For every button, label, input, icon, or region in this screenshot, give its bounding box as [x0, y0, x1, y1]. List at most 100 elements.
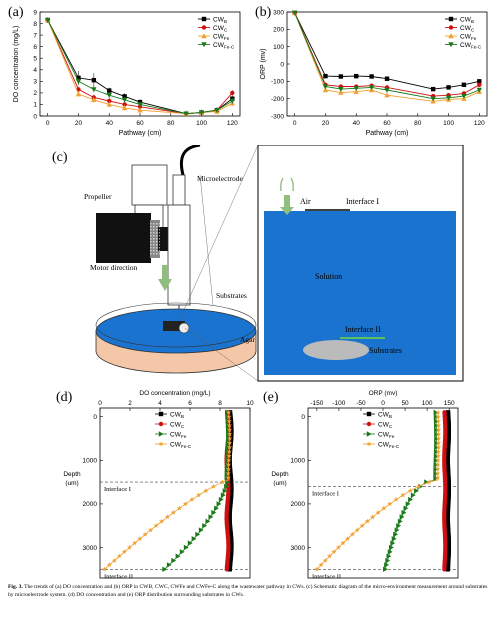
data-point-CWFe: [224, 483, 229, 490]
data-point-CWFe: [433, 414, 439, 420]
data-point-CWB: [461, 82, 467, 87]
data-point-CWFe-C: [435, 444, 442, 450]
data-point-CWFe-C: [121, 549, 127, 555]
schematic-diagram-c: Propeller Microelectrode Motor direction…: [84, 145, 464, 382]
legend-marker-CWC: [366, 421, 372, 427]
data-point-CWFe-C: [416, 483, 422, 489]
data-point-CWFe-C: [226, 457, 232, 463]
y-tick-label: -300: [271, 113, 284, 120]
data-point-CWFe: [434, 422, 439, 429]
data-point-CWFe: [433, 470, 439, 477]
data-point-CWFe-C: [132, 540, 138, 546]
data-point-CWFe: [121, 105, 128, 111]
data-point-CWFe: [433, 453, 439, 459]
series-line-CWFe-C: [294, 12, 480, 100]
legend-label-CWFe: CWFe: [460, 33, 477, 41]
data-point-CWFe-C: [349, 531, 355, 537]
y-tick-label: -200: [271, 96, 284, 103]
x-axis-label: DO concentration (mg/L): [139, 390, 210, 397]
y-tick-label: 9: [33, 9, 37, 16]
data-point-CWFe-C: [147, 527, 154, 533]
y-axis-label: DO concentration (mg/L): [13, 26, 20, 103]
legend-marker-CWFe: [448, 33, 454, 39]
data-point-CWFe: [433, 448, 439, 455]
data-point-CWB: [107, 88, 112, 93]
label-microelectrode: Microelectrode: [197, 174, 243, 183]
data-point-CWFe: [218, 496, 224, 503]
legend-label-CWC: CWC: [213, 25, 228, 33]
data-point-CWFe-C: [226, 461, 232, 467]
data-point-CWFe: [385, 557, 391, 564]
data-point-CWFe-C: [203, 488, 209, 494]
x-tick-label: -50: [356, 400, 366, 407]
x-tick-label: 8: [218, 400, 222, 407]
legend-marker-CWFe: [158, 431, 164, 437]
data-point-CWFe-C: [44, 17, 51, 23]
data-point-CWFe-C: [121, 97, 128, 103]
data-point-CWFe-C: [407, 488, 413, 494]
data-point-CWFe-C: [435, 474, 441, 480]
data-point-CWFe-C: [226, 444, 233, 450]
data-point-CWFe: [405, 501, 411, 507]
series-line-CWC: [294, 12, 480, 97]
data-point-CWFe-C: [435, 461, 441, 467]
data-point-CWFe: [216, 501, 222, 507]
data-point-CWFe-C: [137, 102, 143, 108]
data-point-CWFe: [394, 527, 400, 533]
data-point-CWFe: [171, 557, 177, 564]
y-tick-label: 100: [273, 44, 284, 51]
data-point-CWFe: [410, 492, 416, 498]
legend-marker-CWB: [201, 16, 207, 22]
legend-marker-CWFe-C: [201, 42, 207, 48]
x-tick-label: 20: [322, 120, 330, 127]
legend-marker-CWFe-C: [158, 441, 164, 447]
data-point-CWFe: [433, 461, 439, 468]
data-point-CWFe-C: [142, 531, 148, 537]
data-point-CWB: [76, 75, 81, 81]
data-point-CWFe-C: [354, 527, 360, 533]
interface-label: Interface I: [104, 486, 131, 493]
data-point-CWFe-C: [400, 492, 406, 498]
data-point-CWB: [323, 73, 328, 79]
legend-label-CWFe: CWFe: [170, 431, 187, 439]
y-tick-label: 7: [33, 32, 37, 39]
motor-direction-arrow: [158, 279, 172, 291]
data-point-CWFe: [433, 418, 439, 424]
data-point-CWFe: [414, 488, 419, 494]
data-point-CWFe-C: [225, 470, 231, 476]
data-point-CWC: [442, 567, 447, 572]
microelectrode-holder: [172, 174, 186, 206]
data-point-CWFe-C: [435, 457, 441, 463]
x-tick-label: 120: [227, 120, 238, 127]
data-point-CWFe-C: [435, 440, 442, 446]
air-arrow: [280, 195, 294, 215]
data-point-CWFe-C: [435, 470, 441, 476]
data-point-CWFe-C: [153, 522, 159, 528]
data-point-CWFe: [390, 540, 396, 546]
data-point-CWFe: [179, 549, 185, 555]
data-point-CWFe-C: [225, 474, 231, 480]
label-substrates: Substrates: [216, 291, 247, 300]
data-point-CWFe: [399, 514, 405, 520]
x-tick-label: 20: [75, 120, 83, 127]
zoom-substrate: [303, 340, 369, 360]
label-substrates-zoom: Substrates: [369, 346, 402, 355]
x-tick-label: 40: [353, 120, 361, 127]
data-point-CWFe: [434, 431, 440, 437]
data-point-CWFe-C: [435, 431, 442, 437]
data-point-CWFe: [434, 435, 440, 442]
data-point-CWFe-C: [322, 557, 328, 563]
data-point-CWFe-C: [214, 108, 220, 113]
chart-a-do-pathway: 0 20 40 60 80 100 120 0 1 2 3 4 5 6 7 8 9 Pathway (cm) DO …: [13, 9, 241, 137]
data-point-CWFe-C: [91, 87, 97, 93]
data-point-CWFe-C: [314, 566, 320, 572]
x-axis-label: Pathway (cm): [119, 130, 162, 137]
data-point-CWB: [122, 94, 127, 99]
data-point-CWFe: [91, 97, 97, 103]
label-propeller: Propeller: [84, 192, 112, 201]
legend-marker-CWC: [448, 25, 454, 30]
x-axis-label: ORP (mv): [369, 390, 398, 397]
data-point-CWB: [227, 567, 232, 572]
data-point-CWFe-C: [370, 514, 376, 520]
y-axis-unit: (um): [65, 480, 78, 487]
